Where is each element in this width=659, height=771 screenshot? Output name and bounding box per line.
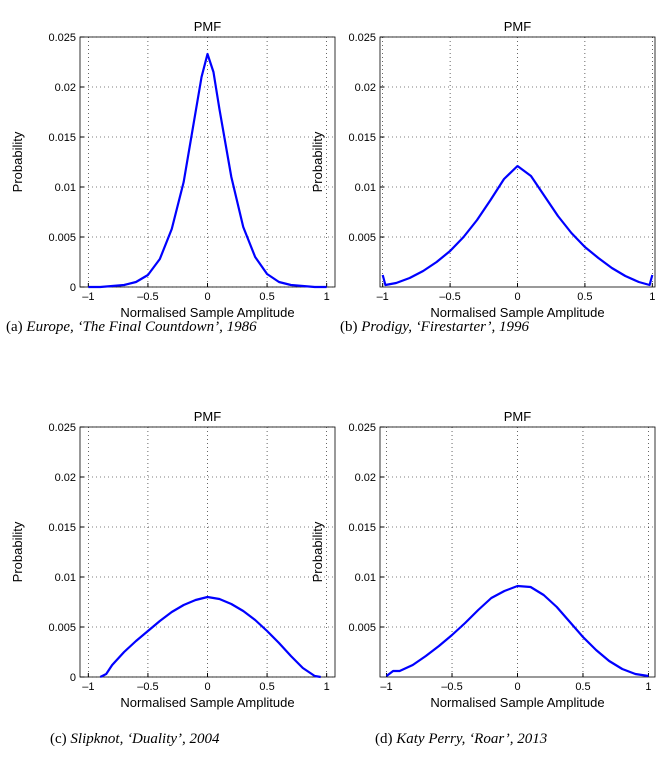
panel: 0.005 0.01 0.015 0.02 0.025 –1 –0.5 0 0.5 1 PMF Nor… (310, 409, 656, 710)
caption-text: Prodigy, ‘Firestarter’, 1996 (361, 319, 530, 335)
y-tick-label: 0.005 (48, 232, 76, 244)
y-tick-label: 0.02 (55, 82, 76, 94)
caption-label: (b) (340, 319, 358, 335)
y-tick-label: 0.025 (348, 32, 376, 44)
x-tick-label: –1 (380, 681, 392, 693)
x-tick-label: 1 (649, 291, 655, 303)
y-tick-label: 0.01 (355, 572, 376, 584)
plot-box (79, 36, 336, 288)
y-tick-label: 0.005 (48, 622, 76, 634)
x-tick-label: –1 (82, 681, 94, 693)
plot-box (79, 426, 336, 678)
caption: (d) Katy Perry, ‘Roar’, 2013 (375, 730, 659, 749)
y-tick-label: 0 (70, 672, 76, 684)
panel: 0 0.005 0.01 0.015 0.02 0.025 –1 –0.5 0 0.5 1 PMF No… (10, 409, 336, 710)
y-tick-label: 0.025 (48, 422, 76, 434)
caption-label: (c) (50, 731, 67, 747)
y-tick-label: 0.025 (48, 32, 76, 44)
pmf-line (88, 52, 327, 289)
caption-text: Europe, ‘The Final Countdown’, 1986 (26, 319, 257, 335)
caption: (a) Europe, ‘The Final Countdown’, 1986 (6, 318, 326, 337)
caption-label: (d) (375, 731, 393, 747)
caption-label: (a) (6, 319, 23, 335)
y-tick-label: 0.025 (348, 422, 376, 434)
x-axis-label: Normalised Sample Amplitude (120, 695, 294, 710)
y-tick-label: 0.015 (348, 522, 376, 534)
y-tick-label: 0.02 (55, 472, 76, 484)
y-tick-label: 0 (70, 282, 76, 294)
y-tick-label: 0.01 (55, 182, 76, 194)
x-tick-label: 1 (324, 681, 330, 693)
y-axis-label: Probability (310, 521, 325, 582)
caption: (c) Slipknot, ‘Duality’, 2004 (50, 730, 370, 749)
chart-title: PMF (194, 409, 222, 424)
chart-title: PMF (504, 409, 532, 424)
x-tick-label: 0 (514, 291, 520, 303)
x-tick-label: –0.5 (441, 681, 462, 693)
caption: (b) Prodigy, ‘Firestarter’, 1996 (340, 318, 659, 337)
y-tick-label: 0.02 (355, 82, 376, 94)
caption-text: Katy Perry, ‘Roar’, 2013 (396, 731, 548, 747)
x-tick-label: –1 (377, 291, 389, 303)
x-tick-label: 0 (514, 681, 520, 693)
panel: 0.005 0.01 0.015 0.02 0.025 –1 –0.5 0 0.5 1 PMF Nor… (310, 19, 656, 320)
x-tick-label: 0 (204, 681, 210, 693)
x-tick-label: –1 (82, 291, 94, 303)
x-axis-label: Normalised Sample Amplitude (430, 695, 604, 710)
y-axis-label: Probability (310, 131, 325, 192)
y-axis-label: Probability (10, 131, 25, 192)
pmf-line (99, 595, 321, 679)
x-axis-label: Normalised Sample Amplitude (430, 305, 604, 320)
y-tick-label: 0.01 (355, 182, 376, 194)
x-tick-label: –0.5 (439, 291, 460, 303)
y-tick-label: 0.015 (48, 132, 76, 144)
pmf-line (385, 584, 649, 678)
x-tick-label: –0.5 (137, 291, 158, 303)
chart-title: PMF (504, 19, 532, 34)
x-tick-label: 1 (645, 681, 651, 693)
chart-title: PMF (194, 19, 222, 34)
x-axis-label: Normalised Sample Amplitude (120, 305, 294, 320)
x-tick-label: –0.5 (137, 681, 158, 693)
y-tick-label: 0.015 (48, 522, 76, 534)
x-tick-label: 0.5 (259, 291, 274, 303)
x-tick-label: 0.5 (259, 681, 274, 693)
y-axis-label: Probability (10, 521, 25, 582)
plot-box (379, 426, 656, 678)
y-tick-label: 0.02 (355, 472, 376, 484)
y-tick-label: 0.005 (348, 622, 376, 634)
y-tick-label: 0.015 (348, 132, 376, 144)
x-tick-label: 1 (324, 291, 330, 303)
x-tick-label: 0.5 (575, 681, 590, 693)
caption-text: Slipknot, ‘Duality’, 2004 (70, 731, 220, 747)
y-tick-label: 0.005 (348, 232, 376, 244)
panel: 0 0.005 0.01 0.015 0.02 0.025 –1 –0.5 0 0.5 1 PMF No… (10, 19, 336, 320)
pmf-line (381, 164, 654, 287)
x-tick-label: 0 (204, 291, 210, 303)
x-tick-label: 0.5 (577, 291, 592, 303)
y-tick-label: 0.01 (55, 572, 76, 584)
plot-box (379, 36, 656, 288)
